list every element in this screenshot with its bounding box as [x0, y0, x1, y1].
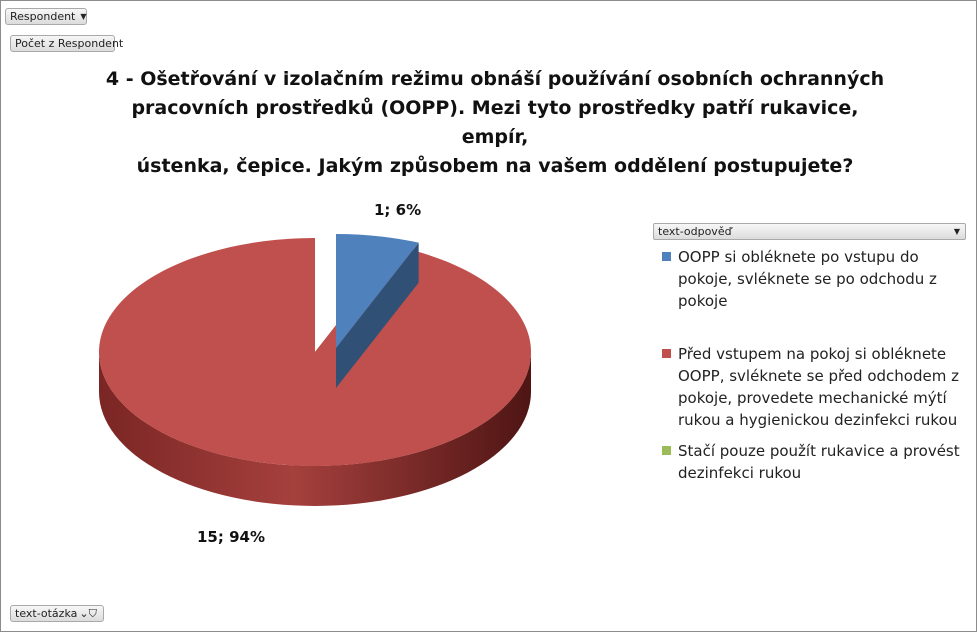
pie-slice [336, 234, 419, 348]
respondent-filter-button[interactable]: Respondent ▼ [5, 8, 87, 25]
legend-swatch [662, 446, 671, 455]
pie-slice [98, 238, 532, 466]
value-field-button[interactable]: Počet z Respondent [10, 35, 123, 52]
chart-title: 4 - Ošetřování v izolačním režimu obnáší… [95, 65, 895, 181]
legend-line: OOPP si obléknete po vstupu do [678, 248, 919, 266]
pie-slice-side [99, 352, 531, 506]
dropdown-arrow-icon: ▼ [953, 227, 960, 236]
legend-line: dezinfekci rukou [678, 464, 802, 482]
legend-line: Před vstupem na pokoj si obléknete [678, 345, 947, 363]
series-field-label: text-odpověď [658, 225, 732, 238]
legend-label: Stačí pouze použít rukavice a provést de… [678, 440, 972, 484]
chart-title-line: pracovních prostředků (OOPP). Mezi tyto … [131, 97, 859, 148]
legend-line: pokoje, provedete mechanické mýtí [678, 389, 947, 407]
data-label-slice-2: 15; 94% [197, 528, 265, 546]
legend-line: pokoje [678, 292, 728, 310]
pie-slice-cut-face [336, 242, 419, 388]
series-field-button[interactable]: text-odpověď ▼ [653, 223, 966, 240]
dropdown-arrow-icon: ▼ [80, 12, 87, 21]
legend-label: OOPP si obléknete po vstupu do pokoje, s… [678, 246, 972, 312]
legend-line: pokoje, svléknete se po odchodu z [678, 270, 937, 288]
legend-line: Stačí pouze použít rukavice a provést [678, 442, 960, 460]
chart-title-line: 4 - Ošetřování v izolačním režimu obnáší… [105, 68, 885, 90]
chart-title-line: ústenka, čepice. Jakým způsobem na vašem… [136, 155, 854, 177]
filter-icon: ⌄⛉ [79, 607, 97, 620]
legend-label: Před vstupem na pokoj si obléknete OOPP,… [678, 343, 972, 431]
legend-line: rukou a hygienickou dezinfekci rukou [678, 411, 958, 429]
data-label-slice-1: 1; 6% [374, 201, 422, 219]
value-field-label: Počet z Respondent [15, 37, 124, 50]
pie-slices-group [98, 234, 532, 506]
legend-swatch [662, 349, 671, 358]
legend-line: OOPP, svléknete se před odchodem z [678, 367, 959, 385]
question-filter-button[interactable]: text-otázka ⌄⛉ [10, 605, 104, 622]
legend-swatch [662, 252, 671, 261]
respondent-filter-label: Respondent [10, 10, 76, 23]
question-filter-label: text-otázka [15, 607, 78, 620]
